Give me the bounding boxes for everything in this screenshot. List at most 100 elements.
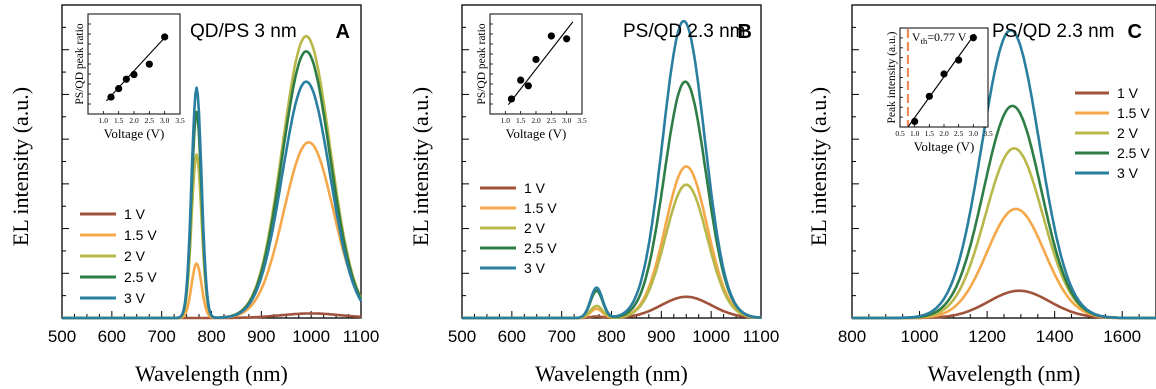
x-tick-label: 1600: [1103, 327, 1141, 346]
inset-frame: [489, 13, 583, 115]
inset-x-tick-label: 2.5: [547, 116, 557, 125]
inset: 0.5 1.0 1.5 2.0 2.5 3.0 3.5 Voltage (V) Peak int…: [886, 27, 993, 154]
panel-label: B: [738, 21, 752, 43]
legend-label: 1.5 V: [1117, 105, 1150, 121]
inset-x-tick-label: 2.5: [954, 129, 964, 138]
legend-label: 3 V: [1117, 165, 1139, 181]
inset-y-axis-label: PS/QD peak ratio: [74, 23, 86, 104]
inset-x-tick-label: 1.0: [910, 129, 920, 138]
inset-x-tick-label: 3.0: [969, 129, 979, 138]
inset-x-tick-label: 1.5: [516, 116, 526, 125]
legend-label: 1.5 V: [124, 227, 157, 243]
threshold-annotation: Vth=0.77 V: [912, 30, 967, 46]
x-tick-label: 1100: [743, 327, 780, 346]
legend-label: 2 V: [1117, 125, 1139, 141]
inset: 1.0 1.5 2.0 2.5 3.0 3.5 Voltage (V) PS/QD peak …: [476, 13, 587, 141]
x-axis-label: Wavelength (nm): [135, 361, 288, 386]
y-axis-label: EL intensity (a.u.): [408, 87, 433, 246]
inset-x-tick-label: 1.0: [99, 116, 109, 125]
x-tick-label: 900: [247, 327, 275, 346]
inset-x-tick-label: 3.5: [983, 129, 993, 138]
legend-label: 1 V: [124, 206, 146, 222]
inset-data-point: [547, 32, 555, 40]
x-tick-label: 1000: [901, 327, 939, 346]
inset-x-tick-label: 3.5: [175, 116, 185, 125]
inset-y-axis-label: PS/QD peak ratio: [476, 23, 488, 104]
legend-label: 2.5 V: [1117, 145, 1150, 161]
legend-label: 3 V: [524, 260, 546, 276]
legend-label: 3 V: [124, 290, 146, 306]
x-tick-label: 1000: [292, 327, 330, 346]
inset-x-axis-label: Voltage (V): [914, 139, 975, 154]
x-tick-label: 800: [597, 327, 625, 346]
legend-label: 2 V: [124, 248, 146, 264]
inset-data-point: [955, 56, 963, 64]
x-tick-label: 1100: [343, 327, 380, 346]
inset-data-point: [563, 35, 571, 43]
series-line-15V: [851, 207, 1156, 320]
inset-x-tick-label: 3.5: [577, 116, 587, 125]
inset-x-tick-label: 1.5: [114, 116, 124, 125]
inset-data-point: [145, 60, 153, 68]
inset-x-tick-label: 0.5: [895, 129, 905, 138]
panel-B: 500 600 700 800 900 1000 1100 Wavelength (nm) EL…: [408, 4, 780, 386]
inset-fit-line: [507, 21, 574, 105]
legend-label: 2.5 V: [124, 269, 157, 285]
inset-data-point: [524, 82, 532, 90]
panel-title: PS/QD 2.3 nm: [623, 21, 746, 42]
inset-x-tick-label: 1.5: [925, 129, 935, 138]
inset-y-axis-label: Peak intensity (a.u.): [886, 31, 898, 123]
legend-label: 2 V: [524, 220, 546, 236]
x-tick-label: 600: [498, 327, 526, 346]
panel-title: QD/PS 3 nm: [190, 21, 297, 42]
legend-label: 2.5 V: [524, 240, 557, 256]
threshold-annotation-subscript: th: [921, 36, 928, 46]
inset-data-point: [940, 70, 948, 78]
inset-data-point: [911, 117, 919, 126]
x-axis-label: Wavelength (nm): [535, 361, 688, 386]
inset-x-tick-label: 2.0: [531, 116, 541, 125]
series-line-2V: [461, 183, 762, 320]
inset-fit-line: [907, 33, 976, 128]
inset-data-point: [507, 95, 516, 103]
inset-data-point: [532, 55, 540, 64]
inset-x-axis-label: Voltage (V): [506, 126, 567, 141]
legend-label: 1 V: [524, 180, 546, 196]
legend-label: 1.5 V: [524, 200, 557, 216]
x-tick-label: 1400: [1036, 327, 1074, 346]
legend-label: 1 V: [1117, 85, 1139, 101]
y-axis-label: EL intensity (a.u.): [8, 87, 33, 246]
threshold-annotation-value: =0.77 V: [927, 30, 967, 44]
series-line-1V: [851, 289, 1156, 320]
inset-data-point: [161, 33, 169, 41]
series-line-3V: [61, 80, 363, 320]
y-axis-label: EL intensity (a.u.): [806, 87, 831, 246]
x-tick-label: 700: [547, 327, 575, 346]
series-line-15V: [61, 141, 363, 320]
x-axis-label: Wavelength (nm): [928, 361, 1081, 386]
inset-data-point: [517, 76, 525, 84]
inset-data-point: [107, 93, 115, 101]
inset-data-point: [122, 75, 130, 83]
inset: 1.0 1.5 2.0 2.5 3.0 3.5 Voltage (V) PS/QD peak …: [74, 13, 185, 141]
panel-A: 500 600 700 800 900 1000 1100 Wavelength (nm) EL…: [8, 4, 380, 386]
x-tick-label: 500: [48, 327, 76, 346]
x-tick-label: 1200: [968, 327, 1006, 346]
x-tick-label: 800: [197, 327, 225, 346]
panel-C: 800 1000 1200 1400 1600 Wavelength (nm) EL int…: [806, 4, 1156, 386]
inset-x-tick-label: 2.0: [939, 129, 949, 138]
inset-data-point: [925, 92, 933, 100]
series-line-3V: [461, 19, 762, 320]
threshold-annotation-symbol: V: [912, 30, 921, 44]
panel-title: PS/QD 2.3 nm: [992, 21, 1115, 42]
inset-x-tick-label: 1.0: [501, 116, 511, 125]
inset-x-tick-label: 3.0: [160, 116, 170, 125]
x-tick-label: 800: [838, 327, 866, 346]
inset-data-point: [969, 34, 977, 42]
inset-x-tick-label: 2.0: [129, 116, 139, 125]
x-tick-label: 600: [98, 327, 126, 346]
panel-label: C: [1128, 21, 1142, 43]
x-tick-label: 1000: [692, 327, 730, 346]
x-tick-label: 900: [647, 327, 675, 346]
